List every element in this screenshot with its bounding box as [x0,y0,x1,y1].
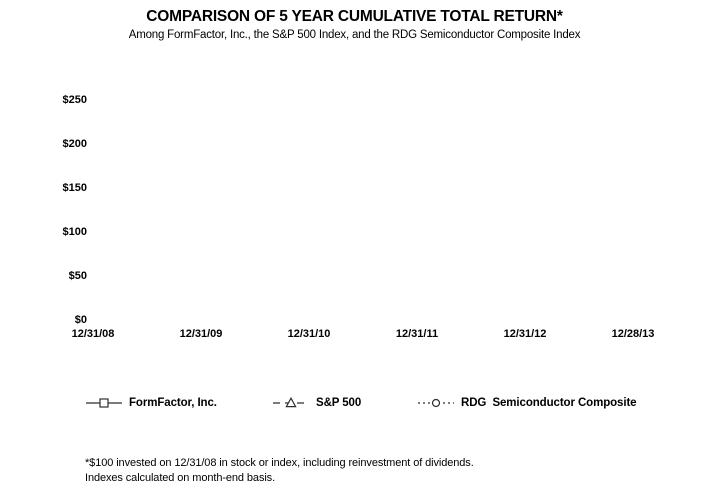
x-axis-tick-label: 12/31/12 [503,328,547,340]
chart-title: COMPARISON OF 5 YEAR CUMULATIVE TOTAL RE… [146,8,563,25]
legend-circle-marker-icon [418,398,454,408]
y-axis-tick-label: $250 [62,94,87,106]
y-axis-tick-label: $0 [74,314,87,326]
legend-item-rdg: RDG Semiconductor Composite [418,395,637,411]
x-axis-tick-label: 12/31/11 [395,328,439,340]
legend-label-rdg: RDG Semiconductor Composite [461,397,637,409]
chart-footnote: *$100 invested on 12/31/08 in stock or i… [85,456,474,486]
footnote-line-2: Indexes calculated on month-end basis. [85,472,276,484]
y-axis-tick-label: $50 [68,270,87,282]
legend-square-marker-icon [86,398,122,408]
y-axis-tick-label: $200 [62,138,87,150]
chart-subtitle: Among FormFactor, Inc., the S&P 500 Inde… [128,29,581,41]
x-axis-tick-label: 12/28/13 [611,328,655,340]
x-axis-tick-label: 12/31/09 [179,328,223,340]
y-axis-tick-label: $100 [62,226,87,238]
legend-item-formfactor: FormFactor, Inc. [86,395,217,411]
x-axis-tick-label: 12/31/08 [71,328,115,340]
x-axis-tick-label: 12/31/10 [287,328,331,340]
legend-triangle-marker-icon [273,397,309,408]
footnote-line-1: *$100 invested on 12/31/08 in stock or i… [85,457,474,469]
legend-label-formfactor: FormFactor, Inc. [129,397,217,409]
y-axis-tick-label: $150 [62,182,87,194]
legend-item-sp500: S&P 500 [273,395,361,411]
legend-label-sp500: S&P 500 [316,397,362,409]
